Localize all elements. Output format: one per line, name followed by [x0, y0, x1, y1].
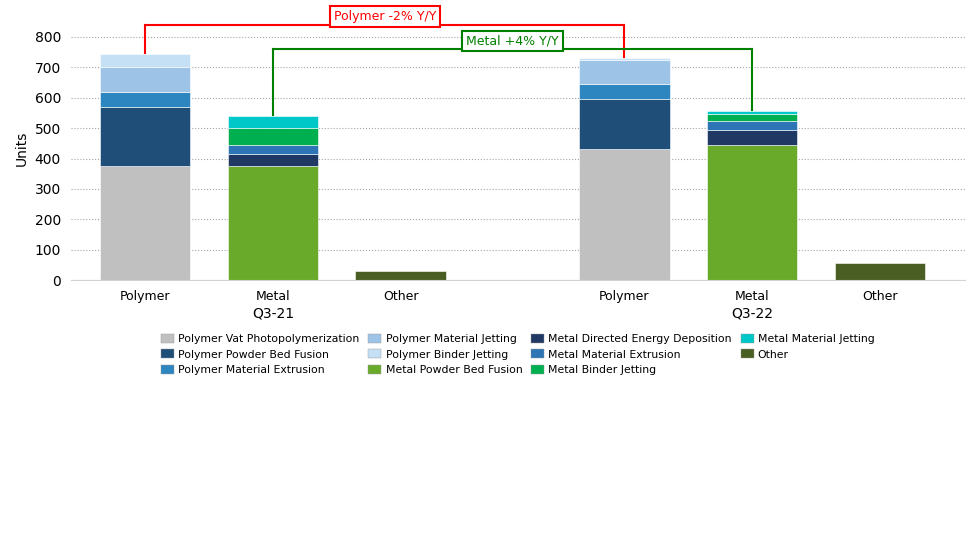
Bar — [100, 166, 190, 280]
Bar — [100, 92, 190, 107]
Bar — [100, 107, 190, 166]
Bar — [356, 271, 446, 280]
Bar — [227, 116, 318, 128]
Bar — [227, 166, 318, 280]
Bar — [707, 120, 798, 130]
Bar — [100, 54, 190, 67]
Bar — [227, 128, 318, 145]
Bar — [579, 58, 669, 60]
Bar — [835, 263, 925, 280]
Bar — [227, 154, 318, 166]
Bar — [579, 99, 669, 150]
Text: Q3-21: Q3-21 — [252, 306, 294, 320]
Bar — [100, 67, 190, 92]
Bar — [707, 130, 798, 145]
Text: Polymer -2% Y/Y: Polymer -2% Y/Y — [333, 10, 436, 23]
Legend: Polymer Vat Photopolymerization, Polymer Powder Bed Fusion, Polymer Material Ext: Polymer Vat Photopolymerization, Polymer… — [161, 334, 874, 375]
Bar — [579, 84, 669, 99]
Bar — [227, 145, 318, 154]
Bar — [707, 145, 798, 280]
Bar — [707, 114, 798, 120]
Bar — [579, 150, 669, 280]
Y-axis label: Units: Units — [15, 130, 29, 166]
Text: Q3-22: Q3-22 — [731, 306, 773, 320]
Text: Metal +4% Y/Y: Metal +4% Y/Y — [466, 35, 559, 48]
Bar — [579, 60, 669, 84]
Bar — [707, 111, 798, 114]
